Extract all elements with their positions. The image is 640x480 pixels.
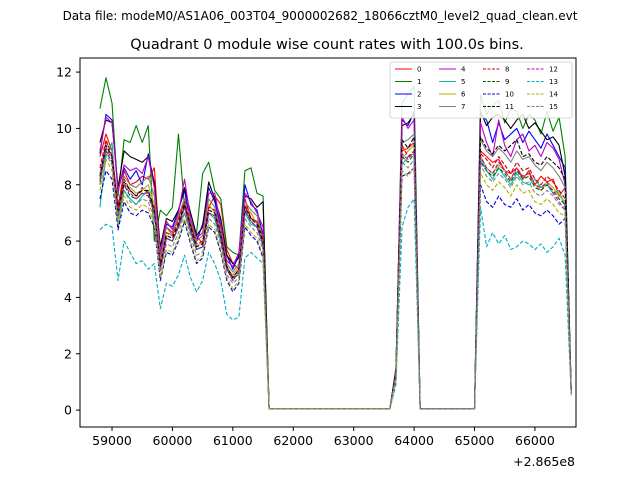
legend-label-5: 5 — [461, 78, 465, 86]
y-tick-label: 12 — [56, 65, 72, 80]
legend-label-13: 13 — [549, 78, 558, 86]
legend-frame — [389, 61, 573, 119]
legend-label-15: 15 — [549, 103, 558, 111]
chart-title: Quadrant 0 module wise count rates with … — [130, 37, 524, 53]
x-tick-label: 60000 — [153, 433, 193, 448]
x-tick-label: 62000 — [273, 433, 313, 448]
axes-layer: 59000 60000 61000 62000 63000 64000 65000 66000… — [56, 57, 577, 448]
x-tick-label: 59000 — [92, 433, 132, 448]
x-tick-label: 64000 — [394, 433, 434, 448]
chart-suptitle: Data file: modeM0/AS1A06_003T04_90000026… — [63, 9, 578, 23]
series-line-9 — [99, 150, 572, 410]
series-line-15 — [99, 153, 572, 410]
legend-label-0: 0 — [417, 66, 421, 74]
series-line-2 — [99, 110, 572, 410]
x-tick-label: 61000 — [213, 433, 253, 448]
series-line-10 — [99, 167, 572, 410]
series-layer — [99, 77, 572, 410]
legend-label-1: 1 — [417, 78, 421, 86]
legend-label-8: 8 — [505, 66, 509, 74]
legend-label-9: 9 — [505, 78, 509, 86]
x-offset-label: +2.865e8 — [513, 454, 575, 469]
series-line-6 — [99, 144, 572, 410]
legend-label-2: 2 — [417, 91, 421, 99]
y-tick-label: 6 — [64, 234, 72, 249]
legend-label-3: 3 — [417, 103, 421, 111]
y-tick-label: 0 — [64, 403, 72, 418]
y-tick-label: 10 — [56, 121, 72, 136]
legend-label-7: 7 — [461, 103, 465, 111]
legend-label-10: 10 — [505, 91, 514, 99]
legend-label-14: 14 — [549, 91, 558, 99]
series-line-14 — [99, 158, 572, 410]
plot-frame — [79, 57, 577, 428]
legend-label-12: 12 — [549, 66, 558, 74]
series-line-12 — [99, 147, 572, 410]
series-line-8 — [99, 139, 572, 410]
series-line-11 — [99, 136, 572, 410]
y-tick-label: 4 — [64, 290, 72, 305]
series-line-5 — [99, 141, 572, 410]
y-tick-label: 8 — [64, 177, 72, 192]
x-tick-label: 65000 — [455, 433, 495, 448]
series-line-3 — [99, 110, 572, 410]
series-line-4 — [99, 116, 572, 410]
y-tick-label: 2 — [64, 346, 72, 361]
legend-label-6: 6 — [461, 91, 466, 99]
legend-label-4: 4 — [461, 66, 466, 74]
x-tick-label: 66000 — [515, 433, 555, 448]
legend-label-11: 11 — [505, 103, 514, 111]
x-tick-label: 63000 — [334, 433, 374, 448]
